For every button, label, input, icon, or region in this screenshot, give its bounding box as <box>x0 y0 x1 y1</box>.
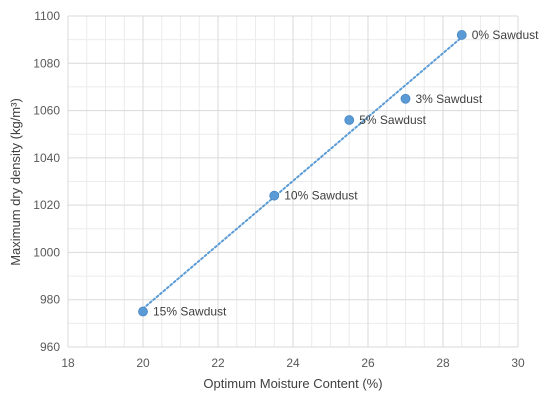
x-tick-label: 28 <box>436 356 450 370</box>
data-point <box>400 93 411 104</box>
x-tick-label: 20 <box>136 356 150 370</box>
y-tick-label: 1040 <box>33 151 60 165</box>
data-label: 0% Sawdust <box>472 28 539 42</box>
data-label: 3% Sawdust <box>416 92 483 106</box>
x-tick-label: 26 <box>361 356 375 370</box>
data-point <box>344 115 355 125</box>
trendline-path <box>142 36 463 310</box>
y-axis-tick-labels: 960 980 1000 1020 1040 1060 1080 1100 <box>33 9 60 354</box>
major-grid <box>67 15 519 348</box>
x-axis-tick-labels: 18 20 22 24 26 28 30 <box>61 356 525 370</box>
y-tick-label: 1000 <box>33 245 60 259</box>
y-axis-title: Maximum dry density (kg/m³) <box>8 98 23 266</box>
x-tick-label: 24 <box>286 356 300 370</box>
data-label: 15% Sawdust <box>153 305 227 319</box>
x-axis-title: Optimum Moisture Content (%) <box>203 376 382 391</box>
y-tick-label: 980 <box>40 293 60 307</box>
y-tick-label: 1080 <box>33 56 60 70</box>
x-tick-label: 22 <box>211 356 225 370</box>
data-points <box>138 30 467 317</box>
data-point <box>269 190 280 201</box>
y-tick-label: 1100 <box>34 9 60 23</box>
data-label: 5% Sawdust <box>359 113 426 127</box>
y-tick-label: 960 <box>40 340 60 354</box>
y-tick-label: 1020 <box>33 198 60 212</box>
trendline <box>142 36 463 310</box>
data-label: 10% Sawdust <box>284 189 358 203</box>
y-tick-label: 1060 <box>33 104 60 118</box>
x-tick-label: 18 <box>61 356 75 370</box>
x-tick-label: 30 <box>511 356 525 370</box>
data-point <box>456 30 467 40</box>
data-labels: 0% Sawdust 3% Sawdust 5% Sawdust 10% Sawdus… <box>153 28 539 319</box>
data-point <box>138 306 148 317</box>
